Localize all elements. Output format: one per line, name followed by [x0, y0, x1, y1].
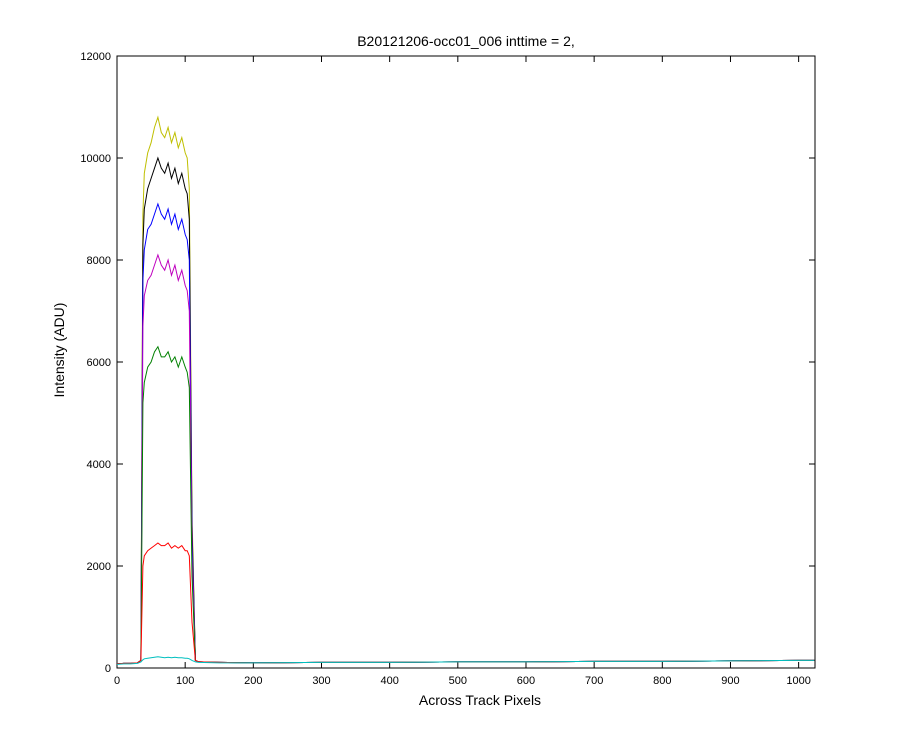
y-tick-label: 8000 [87, 255, 111, 267]
x-tick-label: 400 [380, 675, 398, 687]
y-tick-label: 4000 [87, 459, 111, 471]
x-tick-label: 900 [721, 675, 739, 687]
plot-box [116, 55, 816, 669]
chart-title: B20121206-occ01_006 inttime = 2, [357, 33, 575, 49]
x-tick-label: 700 [585, 675, 603, 687]
x-tick-label: 300 [312, 675, 330, 687]
y-tick-label: 6000 [87, 357, 111, 369]
x-tick-label: 0 [114, 675, 120, 687]
y-axis-label: Intensity (ADU) [51, 303, 67, 398]
x-tick-label: 600 [517, 675, 535, 687]
x-tick-label: 200 [244, 675, 262, 687]
x-tick-label: 100 [176, 675, 194, 687]
x-axis-label: Across Track Pixels [419, 692, 541, 708]
y-tick-label: 12000 [80, 51, 111, 63]
y-tick-label: 2000 [87, 561, 111, 573]
y-tick-label: 0 [105, 663, 111, 675]
series-line [116, 656, 815, 665]
y-tick-label: 10000 [80, 153, 111, 165]
x-tick-label: 800 [653, 675, 671, 687]
x-tick-label: 1000 [786, 675, 810, 687]
x-tick-label: 500 [449, 675, 467, 687]
